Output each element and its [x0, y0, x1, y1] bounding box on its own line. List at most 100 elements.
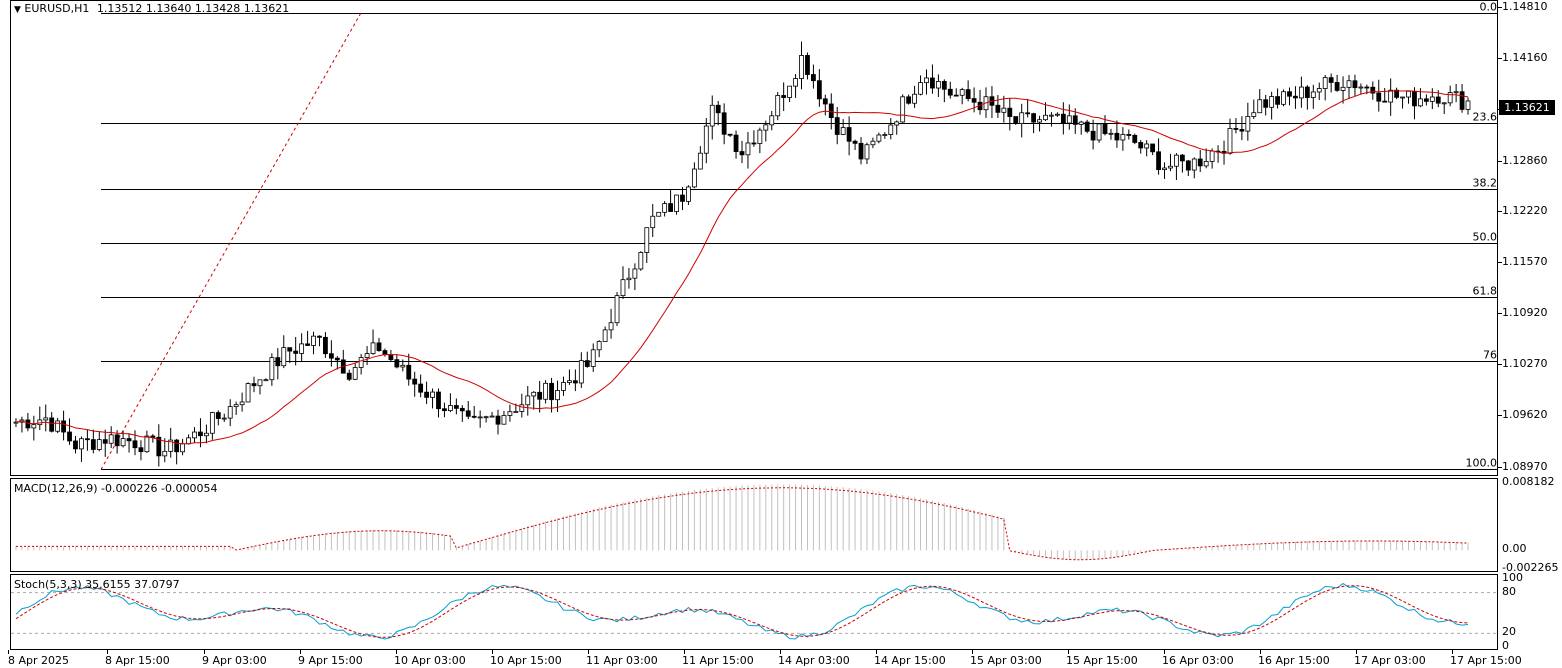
bear-candle — [406, 364, 412, 380]
bull-candle — [1049, 114, 1054, 117]
bull-candle — [233, 404, 239, 408]
bear-candle — [114, 434, 120, 447]
bear-candle — [418, 383, 424, 393]
bear-candle — [25, 419, 31, 429]
bull-candle — [299, 343, 305, 354]
stoch-pane[interactable] — [10, 574, 1498, 650]
bear-candle — [138, 447, 144, 453]
bull-candle — [787, 85, 793, 98]
price-axis-label: 1.10270 — [1502, 357, 1548, 371]
fibo-trend-line[interactable] — [100, 12, 362, 470]
bull-candle — [935, 81, 941, 89]
bear-candle — [1412, 90, 1417, 107]
moving-average-line — [15, 90, 1469, 445]
bull-candle — [209, 412, 215, 434]
price-axis-tick — [1498, 313, 1502, 315]
bull-candle — [894, 121, 900, 126]
bull-candle — [263, 379, 269, 382]
bull-candle — [311, 335, 316, 346]
bull-candle — [703, 125, 709, 154]
bull-candle — [596, 341, 602, 351]
bull-candle — [1043, 114, 1048, 121]
bear-candle — [323, 336, 328, 355]
bear-candle — [572, 380, 578, 384]
bull-candle — [644, 227, 650, 253]
bull-candle — [638, 252, 644, 270]
bull-candle — [578, 360, 584, 384]
bull-candle — [1162, 167, 1167, 171]
time-axis-label: 11 Apr 03:00 — [586, 654, 658, 667]
bear-candle — [382, 350, 388, 355]
bull-candle — [1316, 88, 1322, 93]
bull-candle — [477, 416, 483, 419]
price-axis-tick — [1498, 364, 1502, 366]
bear-candle — [436, 391, 441, 410]
bull-candle — [1322, 77, 1328, 89]
bull-candle — [1465, 100, 1471, 110]
bull-candle — [1358, 86, 1364, 89]
price-axis-label: 1.14160 — [1502, 51, 1548, 65]
bull-candle — [1096, 123, 1102, 141]
time-axis-label: 9 Apr 15:00 — [298, 654, 363, 667]
time-axis-label: 15 Apr 03:00 — [970, 654, 1042, 667]
price-axis-label: 1.08970 — [1502, 459, 1548, 473]
bull-candle — [662, 203, 668, 213]
bear-candle — [947, 88, 953, 96]
bear-candle — [906, 96, 912, 104]
bear-candle — [471, 415, 477, 418]
bull-candle — [924, 77, 929, 84]
bear-candle — [846, 127, 852, 142]
bull-candle — [900, 96, 906, 123]
bull-candle — [501, 415, 507, 425]
bear-candle — [1287, 91, 1292, 97]
bear-candle — [317, 335, 322, 338]
bull-candle — [13, 421, 19, 424]
bear-candle — [1304, 86, 1310, 98]
bear-candle — [971, 98, 977, 103]
bull-candle — [108, 434, 114, 444]
bull-candle — [1168, 165, 1173, 169]
bear-candle — [328, 353, 334, 359]
bear-candle — [537, 391, 543, 400]
stoch-axis-label: 80 — [1502, 584, 1516, 598]
price-chart-pane[interactable]: 0.0 23.6 38.2 50.0 61.8 76 100.0 — [10, 0, 1498, 476]
current-price-badge: 1.13621 — [1499, 100, 1555, 115]
price-axis-label: 1.14810 — [1502, 0, 1548, 14]
fibo-level-label: 76 — [1483, 349, 1497, 362]
price-axis-label: 1.09620 — [1502, 408, 1548, 422]
bear-candle — [953, 94, 959, 97]
bear-candle — [453, 405, 459, 409]
bull-candle — [793, 78, 798, 87]
bear-candle — [412, 378, 418, 385]
bull-candle — [79, 438, 84, 450]
time-axis-tick — [300, 650, 301, 654]
bear-candle — [49, 417, 55, 432]
bear-candle — [84, 438, 90, 441]
time-axis-label: 15 Apr 15:00 — [1066, 654, 1138, 667]
fibo-level-label: 100.0 — [1466, 457, 1498, 470]
bear-candle — [828, 103, 834, 118]
bear-candle — [751, 142, 757, 145]
bull-candle — [400, 364, 406, 368]
bull-candle — [1078, 121, 1084, 125]
bull-candle — [1037, 119, 1042, 123]
bull-candle — [1453, 91, 1459, 94]
bull-candle — [656, 211, 662, 217]
bull-candle — [709, 104, 715, 127]
bear-candle — [1007, 107, 1013, 117]
bear-candle — [1090, 130, 1096, 141]
bear-candle — [150, 435, 156, 438]
time-axis-label: 16 Apr 03:00 — [1162, 654, 1234, 667]
bear-candle — [1239, 129, 1245, 132]
macd-pane[interactable] — [10, 478, 1498, 572]
bull-candle — [519, 404, 525, 412]
bull-candle — [162, 450, 168, 457]
bull-candle — [882, 134, 888, 136]
stoch-axis-label: 20 — [1502, 625, 1516, 639]
time-axis-tick — [492, 650, 493, 654]
bear-candle — [394, 359, 400, 368]
bull-candle — [43, 417, 49, 421]
bear-candle — [1185, 160, 1191, 171]
dropdown-triangle-icon[interactable]: ▼ — [14, 5, 21, 15]
fibo-level-label: 23.6 — [1473, 111, 1498, 124]
